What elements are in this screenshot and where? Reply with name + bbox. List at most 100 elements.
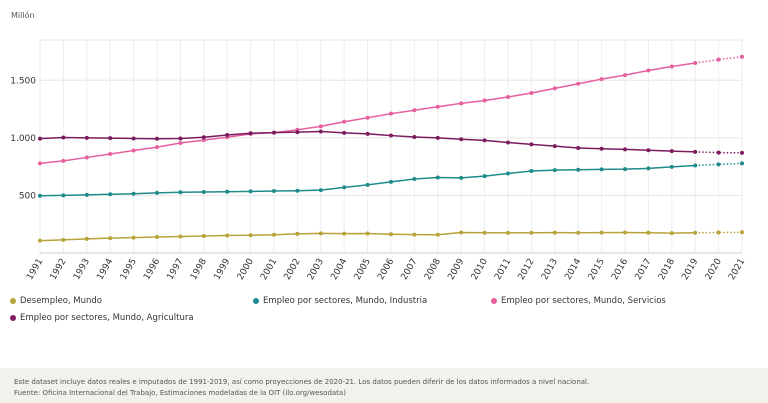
data-point[interactable]	[529, 169, 534, 174]
data-point[interactable]	[318, 188, 323, 193]
data-point[interactable]	[178, 136, 183, 141]
data-point[interactable]	[248, 189, 253, 194]
data-point[interactable]	[201, 135, 206, 140]
legend-item-agricultura[interactable]: Empleo por sectores, Mundo, Agricultura	[10, 313, 194, 323]
data-point[interactable]	[342, 119, 347, 124]
data-point[interactable]	[389, 111, 393, 116]
data-point[interactable]	[178, 141, 183, 146]
data-point[interactable]	[61, 135, 66, 140]
data-point[interactable]	[412, 108, 417, 113]
data-point[interactable]	[131, 136, 136, 141]
data-point[interactable]	[435, 135, 440, 140]
data-point[interactable]	[459, 175, 464, 180]
data-point[interactable]	[155, 145, 159, 150]
data-point[interactable]	[38, 193, 42, 198]
data-point[interactable]	[716, 57, 721, 62]
data-point[interactable]	[61, 158, 66, 163]
data-point[interactable]	[740, 54, 744, 59]
data-point[interactable]	[623, 73, 627, 78]
data-point[interactable]	[84, 155, 89, 160]
data-point[interactable]	[552, 144, 557, 149]
data-point[interactable]	[201, 233, 206, 238]
data-point[interactable]	[295, 130, 300, 135]
legend-item-servicios[interactable]: Empleo por sectores, Mundo, Servicios	[491, 296, 666, 306]
data-point[interactable]	[576, 145, 581, 150]
data-point[interactable]	[201, 138, 206, 143]
data-point[interactable]	[318, 231, 323, 236]
data-point[interactable]	[365, 231, 370, 236]
data-point[interactable]	[155, 234, 159, 239]
data-point[interactable]	[155, 190, 159, 195]
data-point[interactable]	[131, 235, 136, 240]
data-point[interactable]	[61, 237, 66, 242]
data-point[interactable]	[295, 231, 300, 236]
data-point[interactable]	[482, 138, 487, 143]
data-point[interactable]	[646, 230, 651, 235]
data-point[interactable]	[716, 230, 721, 235]
data-point[interactable]	[459, 230, 464, 235]
data-point[interactable]	[295, 188, 300, 193]
data-point[interactable]	[389, 133, 393, 138]
data-point[interactable]	[272, 232, 276, 237]
data-point[interactable]	[716, 150, 721, 155]
data-point[interactable]	[84, 236, 89, 241]
data-point[interactable]	[342, 231, 347, 236]
data-point[interactable]	[178, 234, 183, 239]
data-point[interactable]	[248, 131, 253, 136]
data-point[interactable]	[669, 149, 674, 154]
data-point[interactable]	[225, 132, 230, 137]
data-point[interactable]	[435, 175, 440, 180]
data-point[interactable]	[693, 61, 698, 66]
data-point[interactable]	[599, 230, 604, 235]
data-point[interactable]	[108, 192, 113, 197]
data-point[interactable]	[646, 68, 651, 73]
data-point[interactable]	[740, 230, 744, 235]
data-point[interactable]	[646, 148, 651, 153]
data-point[interactable]	[412, 176, 417, 181]
data-point[interactable]	[459, 101, 464, 106]
data-point[interactable]	[435, 232, 440, 237]
data-point[interactable]	[693, 230, 698, 235]
data-point[interactable]	[225, 189, 230, 194]
data-point[interactable]	[201, 189, 206, 194]
data-point[interactable]	[669, 231, 674, 236]
data-point[interactable]	[623, 167, 627, 172]
data-point[interactable]	[740, 150, 744, 155]
data-point[interactable]	[693, 149, 698, 154]
data-point[interactable]	[412, 232, 417, 237]
data-point[interactable]	[482, 230, 487, 235]
data-point[interactable]	[61, 193, 66, 198]
data-point[interactable]	[38, 238, 42, 243]
data-point[interactable]	[272, 130, 276, 135]
data-point[interactable]	[389, 179, 393, 184]
data-point[interactable]	[365, 115, 370, 120]
data-point[interactable]	[599, 146, 604, 151]
data-point[interactable]	[84, 192, 89, 197]
data-point[interactable]	[506, 171, 510, 176]
legend-item-industria[interactable]: Empleo por sectores, Mundo, Industria	[253, 296, 427, 306]
data-point[interactable]	[435, 104, 440, 109]
data-point[interactable]	[38, 136, 42, 141]
data-point[interactable]	[342, 185, 347, 190]
data-point[interactable]	[716, 162, 721, 167]
data-point[interactable]	[599, 77, 604, 82]
data-point[interactable]	[225, 233, 230, 238]
data-point[interactable]	[108, 151, 113, 156]
data-point[interactable]	[108, 136, 113, 141]
data-point[interactable]	[552, 230, 557, 235]
data-point[interactable]	[131, 148, 136, 153]
data-point[interactable]	[482, 98, 487, 103]
data-point[interactable]	[389, 232, 393, 237]
data-point[interactable]	[412, 134, 417, 139]
data-point[interactable]	[529, 90, 534, 95]
data-point[interactable]	[365, 131, 370, 136]
data-point[interactable]	[529, 230, 534, 235]
data-point[interactable]	[529, 142, 534, 147]
data-point[interactable]	[84, 135, 89, 140]
data-point[interactable]	[506, 140, 510, 145]
data-point[interactable]	[669, 164, 674, 169]
data-point[interactable]	[506, 230, 510, 235]
data-point[interactable]	[693, 163, 698, 168]
data-point[interactable]	[459, 137, 464, 142]
data-point[interactable]	[506, 94, 510, 99]
